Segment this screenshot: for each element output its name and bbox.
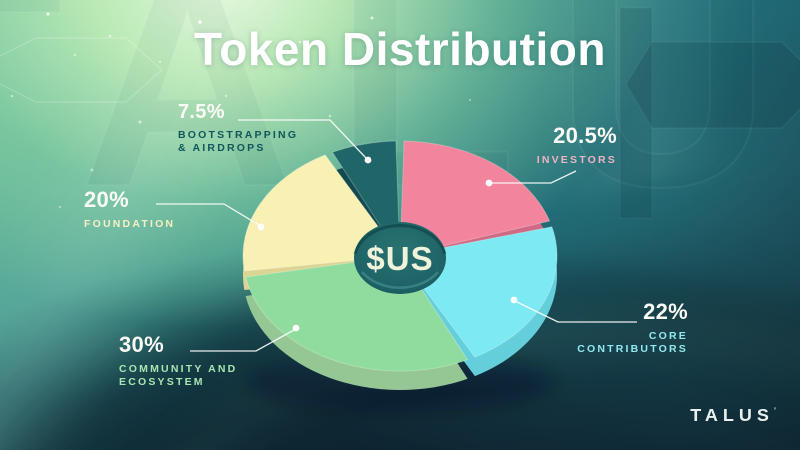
page-title: Token Distribution: [194, 23, 606, 75]
talus-logo: TALUSʹ: [690, 405, 776, 425]
label-bootstrapping-airdrops: 7.5% BOOTSTRAPPING & AIRDROPS: [178, 101, 298, 155]
cat-foundation: FOUNDATION: [84, 218, 175, 231]
pie-slice-investors: [399, 140, 551, 257]
label-core-contributors: 22% CORE CONTRIBUTORS: [577, 299, 688, 356]
pct-foundation: 20%: [84, 187, 129, 212]
cat-line: FOUNDATION: [84, 218, 176, 230]
callout-dot-investors: [485, 179, 493, 187]
cat-line: & AIRDROPS: [178, 142, 266, 154]
pct-community: 30%: [119, 332, 164, 357]
cat-line: BOOTSTRAPPING: [178, 129, 299, 141]
pct-bootstrapping: 7.5%: [178, 101, 225, 123]
callout-line-bootstrapping: [238, 119, 367, 159]
cat-line: CONTRIBUTORS: [577, 343, 688, 355]
talus-logo-mark: ʹ: [773, 405, 776, 416]
callout-line-investors: [492, 170, 577, 184]
cat-core-contributors: CORE CONTRIBUTORS: [577, 330, 688, 356]
sparkle-dots: [10, 12, 472, 209]
hexagon-outline-icon: [0, 37, 163, 103]
callout-line-core-contributors: [516, 301, 637, 323]
pct-core-contributors: 22%: [643, 299, 688, 324]
callout-lines: [156, 119, 637, 352]
cat-line: ECOSYSTEM: [119, 376, 205, 388]
watermark-bar: [619, 7, 653, 219]
callout-line-foundation: [156, 203, 260, 226]
pie-center-hole: [354, 222, 446, 294]
cat-line: CORE: [648, 330, 688, 342]
label-foundation: 20% FOUNDATION: [84, 187, 175, 231]
talus-logo-text: TALUS: [690, 405, 774, 425]
callout-dot-foundation: [257, 223, 265, 231]
label-investors: 20.5% INVESTORS: [537, 123, 617, 167]
cat-line: INVESTORS: [536, 154, 617, 166]
hole-inner-shadow: [353, 224, 447, 255]
hole-inner-highlight: [361, 271, 439, 289]
cat-bootstrapping: BOOTSTRAPPING & AIRDROPS: [178, 129, 298, 155]
cat-community: COMMUNITY AND ECOSYSTEM: [119, 363, 237, 389]
callout-dot-core-contributors: [510, 296, 518, 304]
label-community-ecosystem: 30% COMMUNITY AND ECOSYSTEM: [119, 332, 237, 389]
callout-dot-community: [292, 324, 300, 332]
cat-line: COMMUNITY AND: [119, 363, 238, 375]
pct-investors: 20.5%: [553, 123, 617, 148]
callout-line-community: [190, 329, 295, 352]
callout-dots: [257, 156, 518, 332]
pie-center-label: $US: [366, 240, 433, 277]
cat-investors: INVESTORS: [537, 154, 617, 167]
angular-glyph-icon: [625, 41, 800, 129]
callout-dot-bootstrapping: [364, 156, 372, 164]
